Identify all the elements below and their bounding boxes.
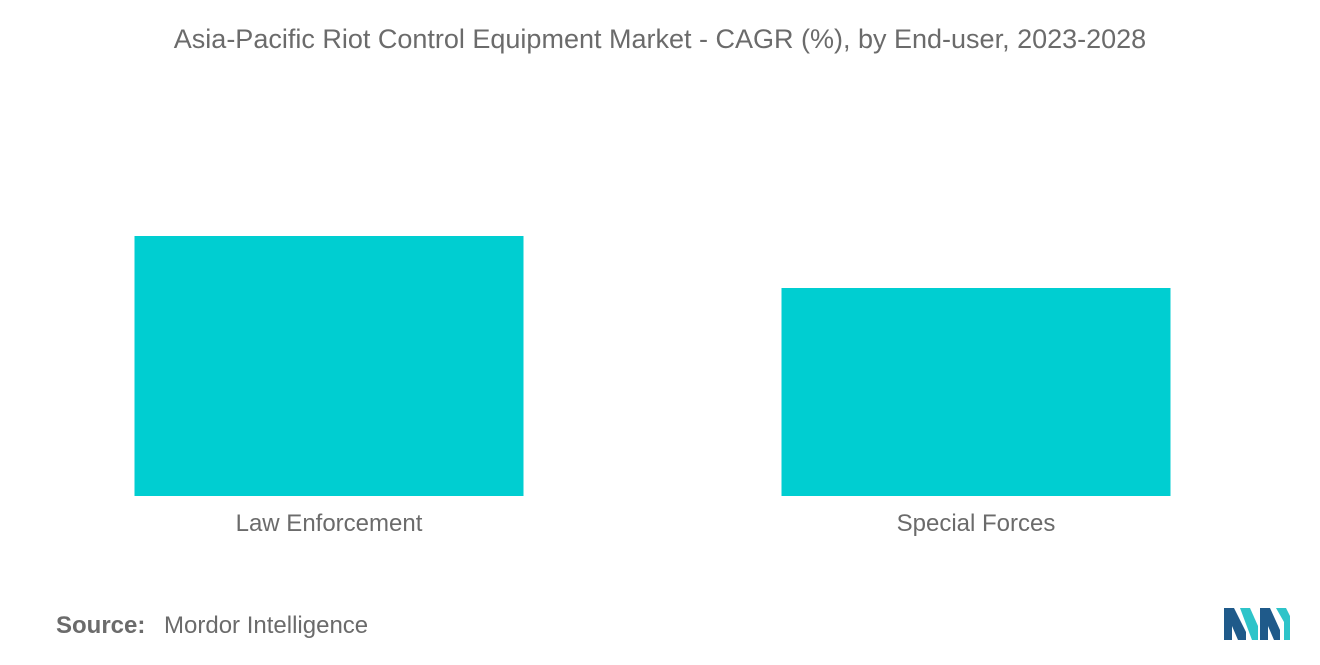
category-label: Special Forces [897, 510, 1056, 537]
mordor-logo-icon [1224, 608, 1290, 640]
bar-chart: Law Enforcement Special Forces [134, 236, 1171, 537]
source-value: Mordor Intelligence [164, 612, 369, 639]
source-line: Source: Mordor Intelligence [56, 612, 368, 640]
bar-law-enforcement [134, 236, 524, 496]
source-label: Source: [56, 612, 146, 639]
category-label: Law Enforcement [236, 510, 423, 537]
chart-title: Asia-Pacific Riot Control Equipment Mark… [173, 24, 1147, 54]
bar-special-forces [781, 288, 1171, 496]
